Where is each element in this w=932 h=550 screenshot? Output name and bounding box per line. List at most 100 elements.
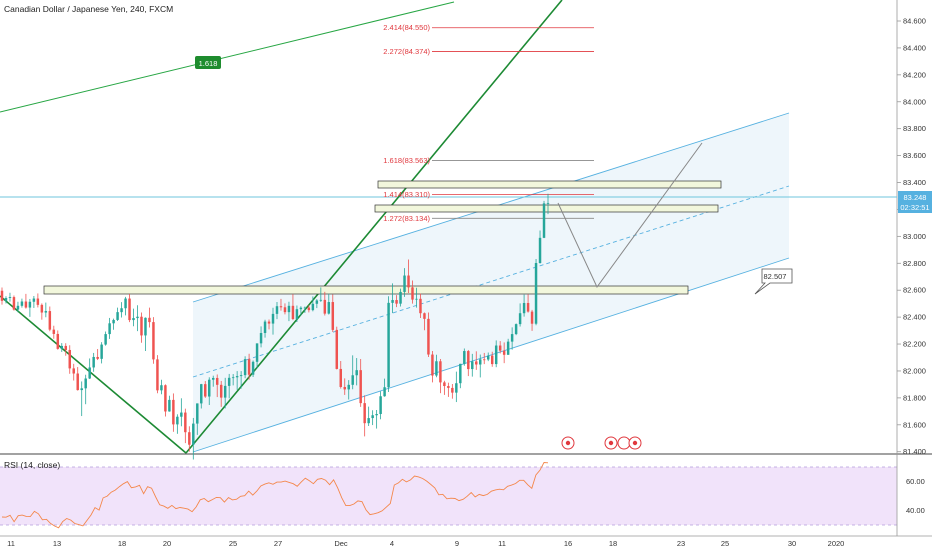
candle-body[interactable] bbox=[443, 382, 446, 387]
candle-body[interactable] bbox=[542, 203, 546, 238]
candle-body[interactable] bbox=[303, 307, 307, 309]
channel-median-line[interactable] bbox=[192, 185, 790, 378]
event-marker[interactable] bbox=[608, 440, 614, 446]
candle-body[interactable] bbox=[100, 344, 103, 359]
candle-body[interactable] bbox=[24, 301, 28, 308]
candle-body[interactable] bbox=[375, 414, 378, 416]
event-marker[interactable] bbox=[565, 440, 571, 446]
candle-body[interactable] bbox=[48, 311, 52, 330]
candle-body[interactable] bbox=[263, 321, 267, 334]
time-axis[interactable]: 11 13 18 20 25 27 Dec 4 9 11 16 18 23 25 30 2020 bbox=[7, 539, 844, 548]
candle-body[interactable] bbox=[88, 367, 91, 379]
candle-body[interactable] bbox=[152, 322, 155, 360]
candle-body[interactable] bbox=[502, 350, 506, 355]
candle-body[interactable] bbox=[530, 311, 534, 324]
candle-body[interactable] bbox=[490, 355, 494, 365]
candle-body[interactable] bbox=[475, 361, 478, 365]
candle-body[interactable] bbox=[431, 354, 434, 376]
candle-body[interactable] bbox=[323, 299, 327, 314]
candle-body[interactable] bbox=[188, 432, 191, 445]
candle-body[interactable] bbox=[275, 306, 279, 314]
candle-body[interactable] bbox=[116, 312, 119, 320]
candle-body[interactable] bbox=[12, 297, 16, 310]
candle-body[interactable] bbox=[108, 323, 111, 335]
candle-body[interactable] bbox=[148, 317, 151, 323]
candle-body[interactable] bbox=[387, 302, 390, 388]
candle-body[interactable] bbox=[395, 300, 398, 304]
candle-body[interactable] bbox=[255, 343, 259, 362]
candle-body[interactable] bbox=[239, 375, 243, 377]
support-zone[interactable] bbox=[43, 285, 689, 295]
candle-body[interactable] bbox=[494, 345, 498, 365]
rsi-pane[interactable] bbox=[1, 462, 549, 529]
candle-body[interactable] bbox=[211, 377, 215, 380]
candle-body[interactable] bbox=[76, 373, 79, 391]
candle-body[interactable] bbox=[419, 298, 422, 314]
candle-body[interactable] bbox=[371, 415, 374, 419]
candle-body[interactable] bbox=[379, 396, 382, 415]
candle-body[interactable] bbox=[311, 303, 315, 311]
candle-body[interactable] bbox=[0, 290, 4, 301]
candle-body[interactable] bbox=[231, 377, 235, 379]
candle-body[interactable] bbox=[327, 302, 331, 314]
candle-body[interactable] bbox=[411, 287, 414, 300]
fib-extension-levels[interactable]: 2.414(84.550) 2.272(84.374) 1.618(83.563) 1… bbox=[383, 23, 594, 223]
candle-body[interactable] bbox=[391, 300, 394, 303]
candle-body[interactable] bbox=[363, 403, 366, 424]
rsi-axis[interactable]: 60.00 40.00 bbox=[906, 477, 925, 515]
candle-body[interactable] bbox=[407, 275, 410, 288]
candle-body[interactable] bbox=[339, 368, 342, 387]
candle-body[interactable] bbox=[506, 341, 510, 355]
candle-body[interactable] bbox=[315, 300, 319, 304]
candle-body[interactable] bbox=[455, 383, 458, 393]
candle-body[interactable] bbox=[467, 351, 470, 370]
channel-lower-line[interactable] bbox=[192, 257, 790, 453]
candle-body[interactable] bbox=[498, 345, 502, 351]
candle-body[interactable] bbox=[60, 345, 64, 349]
candle-body[interactable] bbox=[124, 298, 127, 309]
candle-body[interactable] bbox=[471, 361, 474, 370]
candle-body[interactable] bbox=[219, 384, 223, 398]
candle-body[interactable] bbox=[160, 385, 163, 391]
candle-body[interactable] bbox=[510, 334, 514, 342]
candle-body[interactable] bbox=[8, 297, 12, 299]
candle-body[interactable] bbox=[176, 416, 179, 425]
candle-body[interactable] bbox=[56, 333, 60, 349]
candle-body[interactable] bbox=[403, 275, 406, 292]
resistance-zone-upper[interactable] bbox=[377, 180, 722, 189]
candle-body[interactable] bbox=[32, 298, 36, 302]
candle-body[interactable] bbox=[200, 384, 203, 404]
green-trend-line-down[interactable] bbox=[0, 295, 187, 454]
candle-body[interactable] bbox=[427, 318, 430, 355]
price-axis[interactable]: 84.600 84.400 84.200 84.000 83.800 83.600 83.4… bbox=[897, 17, 926, 457]
candle-body[interactable] bbox=[40, 304, 44, 313]
candle-body[interactable] bbox=[415, 298, 418, 300]
candle-body[interactable] bbox=[279, 306, 283, 308]
candle-body[interactable] bbox=[271, 313, 275, 324]
candle-body[interactable] bbox=[335, 329, 339, 369]
event-marker[interactable] bbox=[632, 440, 638, 446]
candle-body[interactable] bbox=[451, 387, 454, 393]
candle-body[interactable] bbox=[64, 345, 68, 350]
candle-body[interactable] bbox=[104, 334, 107, 345]
event-marker[interactable] bbox=[617, 436, 631, 450]
candle-body[interactable] bbox=[168, 399, 171, 412]
candle-body[interactable] bbox=[144, 317, 147, 336]
target-callout-box[interactable] bbox=[754, 268, 793, 295]
candle-body[interactable] bbox=[192, 423, 195, 445]
candle-body[interactable] bbox=[459, 363, 462, 384]
candle-body[interactable] bbox=[383, 387, 386, 397]
candle-body[interactable] bbox=[120, 308, 123, 313]
candle-body[interactable] bbox=[136, 316, 139, 319]
candle-body[interactable] bbox=[447, 386, 450, 388]
candle-body[interactable] bbox=[267, 321, 271, 324]
candle-body[interactable] bbox=[359, 370, 362, 404]
candle-body[interactable] bbox=[92, 356, 95, 368]
candle-body[interactable] bbox=[399, 291, 402, 304]
candle-body[interactable] bbox=[251, 361, 255, 375]
candle-body[interactable] bbox=[96, 356, 99, 359]
fib-ratio-badge[interactable] bbox=[195, 56, 221, 69]
candle-body[interactable] bbox=[208, 379, 211, 397]
event-markers[interactable] bbox=[561, 436, 642, 450]
